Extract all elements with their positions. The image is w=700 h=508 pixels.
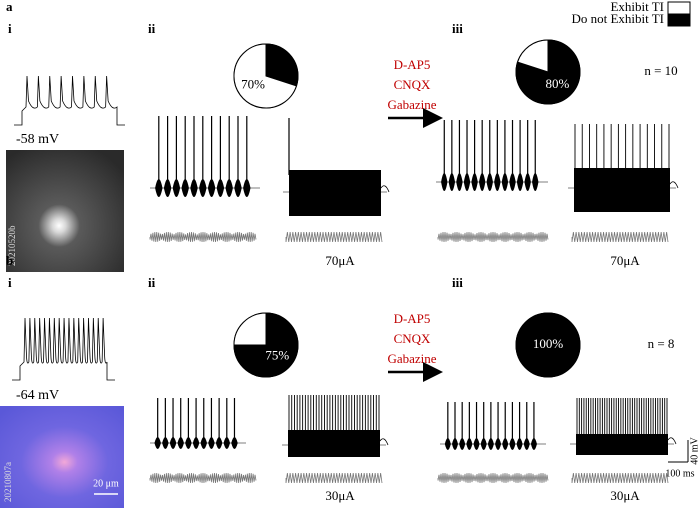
stimulus bbox=[437, 231, 549, 243]
stimulus bbox=[571, 472, 669, 484]
stimulus bbox=[149, 472, 257, 484]
drug-label: D-AP5 bbox=[394, 57, 431, 72]
stimulus bbox=[285, 472, 383, 484]
subpanel-label: iii bbox=[452, 21, 463, 36]
stimulus-amplitude: 30μA bbox=[325, 488, 355, 503]
legend-label: Do not Exhibit TI bbox=[571, 11, 664, 26]
resting-potential: -58 mV bbox=[16, 132, 59, 147]
panel-letter: a bbox=[6, 0, 13, 14]
cell-image bbox=[0, 406, 124, 508]
pie-slice bbox=[233, 312, 267, 346]
cell-id: 20210807a bbox=[3, 462, 13, 502]
subpanel-label: ii bbox=[148, 275, 156, 290]
drug-label: CNQX bbox=[394, 331, 431, 346]
stimulus bbox=[149, 231, 257, 243]
subpanel-label: ii bbox=[148, 21, 156, 36]
stimulus bbox=[285, 231, 383, 243]
drug-label: CNQX bbox=[394, 77, 431, 92]
sample-size: n = 8 bbox=[648, 336, 675, 351]
subpanel-label: iii bbox=[452, 275, 463, 290]
subpanel-label: i bbox=[8, 21, 12, 36]
pie-label: 70% bbox=[241, 76, 265, 91]
legend-label: Exhibit TI bbox=[610, 0, 664, 14]
sample-size: n = 10 bbox=[644, 63, 677, 78]
pie-label: 80% bbox=[545, 76, 569, 91]
scale-label: 100 ms bbox=[665, 468, 694, 479]
pie-label: 75% bbox=[265, 347, 289, 362]
stimulus bbox=[437, 472, 549, 484]
drug-label: D-AP5 bbox=[394, 311, 431, 326]
scale-label: 20 μm bbox=[93, 478, 119, 489]
legend-swatch bbox=[667, 13, 691, 27]
stimulus bbox=[571, 231, 669, 243]
pie-slice bbox=[516, 39, 549, 73]
resting-potential: -64 mV bbox=[16, 388, 59, 403]
trace bbox=[12, 317, 115, 381]
pie-slice bbox=[265, 43, 299, 87]
trace bbox=[380, 185, 390, 193]
stimulus-amplitude: 70μA bbox=[610, 253, 640, 268]
legend-swatch bbox=[667, 1, 691, 15]
trace bbox=[574, 168, 670, 212]
trace bbox=[289, 170, 381, 216]
pie-slice bbox=[515, 312, 581, 378]
pie-label: 100% bbox=[533, 336, 564, 351]
trace bbox=[667, 437, 677, 445]
scale-label: 40 mV bbox=[689, 436, 700, 464]
trace bbox=[576, 434, 668, 455]
panel-letter: b bbox=[6, 253, 13, 268]
cell-id: 20210520b bbox=[7, 225, 17, 266]
drug-label: Gabazine bbox=[387, 97, 436, 112]
stimulus-amplitude: 70μA bbox=[325, 253, 355, 268]
trace bbox=[379, 438, 389, 446]
stimulus-amplitude: 30μA bbox=[610, 488, 640, 503]
drug-label: Gabazine bbox=[387, 351, 436, 366]
trace bbox=[669, 181, 679, 189]
pie-slice bbox=[233, 312, 299, 378]
cell-image bbox=[6, 150, 124, 272]
subpanel-label: i bbox=[8, 275, 12, 290]
pie-slice bbox=[233, 43, 298, 109]
trace bbox=[288, 430, 380, 457]
trace bbox=[14, 75, 125, 126]
